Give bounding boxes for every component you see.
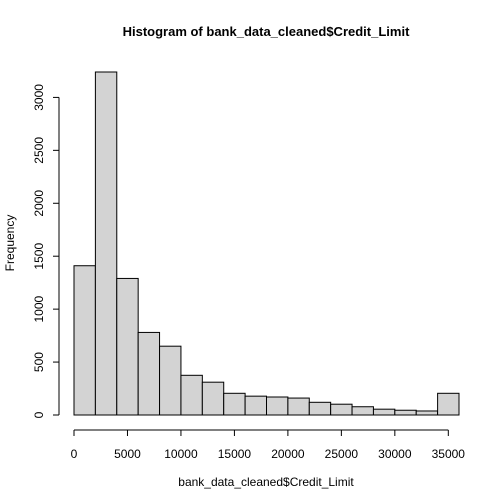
histogram-bar-13 — [351, 406, 374, 416]
y-tick-label-0: 0 — [32, 411, 46, 418]
histogram-bar-10 — [287, 397, 310, 416]
x-tick-label-1: 5000 — [114, 447, 141, 461]
histogram-bar-8 — [244, 395, 268, 416]
x-tick-label-7: 35000 — [432, 447, 466, 461]
x-tick-label-2: 10000 — [164, 447, 198, 461]
histogram-bar-16 — [415, 410, 439, 416]
histogram-bar-7 — [223, 392, 246, 416]
bars-group — [73, 71, 460, 416]
histogram-bar-6 — [201, 381, 225, 416]
histogram-bar-12 — [330, 403, 353, 416]
histogram-bar-17 — [437, 392, 460, 416]
histogram-bar-1 — [94, 71, 118, 416]
x-tick-label-3: 15000 — [218, 447, 252, 461]
y-tick-label-2: 1000 — [32, 295, 46, 322]
x-tick-label-4: 20000 — [271, 447, 305, 461]
x-axis: 0 5000 10000 15000 20000 25000 30000 35000 — [71, 429, 466, 461]
histogram-bar-14 — [372, 408, 396, 416]
y-tick-label-5: 2500 — [32, 137, 46, 164]
x-tick-label-5: 25000 — [325, 447, 359, 461]
x-tick-label-0: 0 — [71, 447, 78, 461]
histogram-bar-9 — [266, 396, 289, 416]
histogram-bar-2 — [116, 277, 139, 416]
x-axis-label: bank_data_cleaned$Credit_Limit — [178, 475, 354, 489]
y-tick-label-3: 1500 — [32, 243, 46, 270]
histogram-bar-3 — [137, 331, 161, 416]
histogram-bar-15 — [394, 409, 417, 416]
histogram-bar-4 — [159, 345, 182, 416]
y-tick-label-4: 2000 — [32, 190, 46, 217]
y-tick-label-6: 3000 — [32, 84, 46, 111]
y-axis: 0 500 1000 1500 2000 2500 3000 — [32, 84, 60, 418]
histogram-bar-5 — [180, 374, 203, 416]
histogram-bar-0 — [73, 265, 96, 416]
chart-title: Histogram of bank_data_cleaned$Credit_Li… — [123, 24, 410, 39]
y-tick-label-1: 500 — [32, 352, 46, 372]
histogram-bar-11 — [308, 401, 332, 416]
x-tick-label-6: 30000 — [378, 447, 412, 461]
y-axis-label: Frequency — [3, 215, 17, 272]
